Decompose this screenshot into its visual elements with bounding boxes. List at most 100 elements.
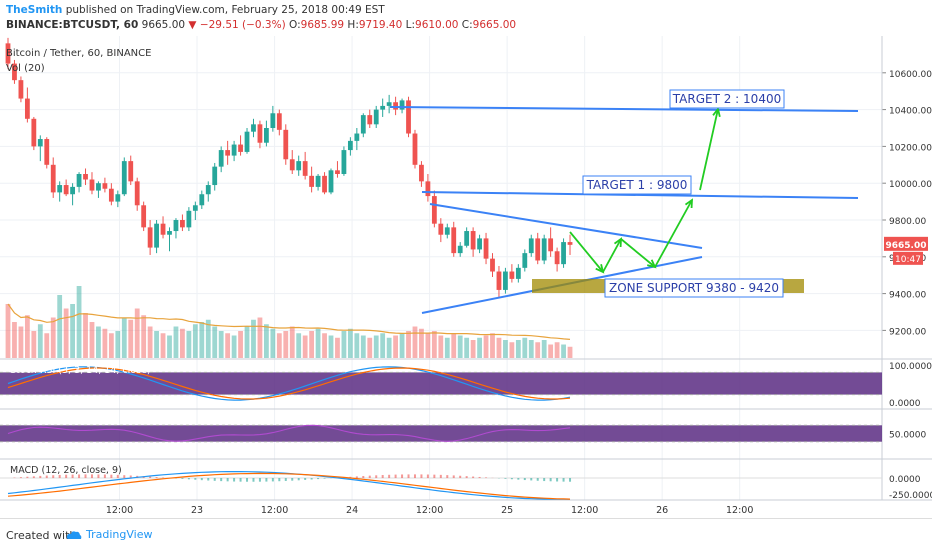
volume-bar [348, 329, 353, 358]
candle-body [186, 211, 191, 228]
author-link[interactable]: TheSmith [6, 4, 62, 16]
macd-histogram-bar [304, 478, 306, 480]
candle-body [445, 227, 450, 234]
y-tick-label: 10000.00 [889, 180, 932, 190]
macd-histogram-bar [388, 475, 390, 478]
rsi-tick-50: 50.0000 [889, 431, 926, 441]
volume-bar [238, 331, 243, 358]
publish-info: published on TradingView.com, February 2… [66, 4, 385, 16]
open-label: O: [289, 19, 301, 31]
volume-bar [38, 324, 43, 358]
candle-body [103, 183, 108, 189]
candle-body [270, 113, 275, 128]
open-value: 9685.99 [301, 19, 344, 31]
candle-body [555, 251, 560, 264]
volume-bar [232, 336, 237, 359]
chart-title: Bitcoin / Tether, 60, BINANCE [6, 48, 151, 59]
candle-body [464, 231, 469, 246]
macd-histogram-bar [356, 476, 358, 478]
volume-bar [367, 338, 372, 358]
volume-bar [128, 320, 133, 358]
candle-body [83, 174, 88, 180]
candle-body [497, 272, 502, 290]
ohlc-line: BINANCE:BTCUSDT, 60 9665.00 ▼ −29.51 (−0… [6, 19, 516, 31]
volume-bar [561, 345, 566, 359]
candle-body [154, 224, 159, 248]
volume-bar [25, 315, 30, 358]
volume-bar [432, 331, 437, 358]
macd-histogram-bar [569, 478, 571, 482]
last-price-tag-label: 9665.00 [886, 241, 927, 251]
macd-histogram-bar [246, 478, 248, 482]
candle-body [309, 176, 314, 187]
y-tick-label: 10400.00 [889, 107, 932, 117]
macd-histogram-bar [433, 475, 435, 478]
candle-body [77, 174, 82, 187]
x-tick-label: 12:00 [726, 505, 753, 516]
volume-bar [12, 322, 17, 358]
volume-bar [225, 333, 230, 358]
macd-histogram-bar [39, 476, 41, 478]
macd-histogram-bar [563, 478, 565, 482]
volume-bar [497, 338, 502, 358]
volume-bar [548, 345, 553, 359]
candle-body [484, 238, 489, 258]
macd-histogram-bar [524, 478, 526, 480]
trading-chart[interactable]: 10600.0010400.0010200.0010000.009800.009… [0, 36, 932, 518]
volume-bar [529, 340, 534, 358]
candle-body [57, 185, 62, 192]
candle-body [283, 130, 288, 159]
volume-bar [264, 324, 269, 358]
symbol-label: BINANCE:BTCUSDT, 60 [6, 19, 138, 31]
macd-histogram-bar [427, 475, 429, 479]
volume-bar [303, 336, 308, 359]
volume-bar [535, 342, 540, 358]
volume-bar [413, 327, 418, 359]
volume-bar [555, 342, 560, 358]
high-label: H: [347, 19, 358, 31]
candle-body [38, 139, 43, 146]
macd-histogram-bar [375, 475, 377, 478]
macd-histogram-bar [272, 478, 274, 481]
rsi-label: RSI (14, close) [10, 415, 78, 426]
volume-bar [90, 322, 95, 358]
candle-body [458, 246, 463, 253]
candle-body [438, 224, 443, 235]
volume-bar [290, 327, 295, 359]
macd-histogram-bar [240, 478, 242, 482]
tradingview-link[interactable]: TradingView [66, 528, 152, 541]
macd-histogram-bar [259, 478, 261, 482]
x-tick-label: 24 [346, 505, 358, 516]
macd-histogram-bar [362, 476, 364, 478]
volume-bar [516, 340, 521, 358]
x-tick-label: 12:00 [416, 505, 443, 516]
macd-histogram-bar [227, 478, 229, 481]
candle-body [141, 205, 146, 227]
x-tick-label: 25 [501, 505, 513, 516]
candle-body [122, 161, 127, 194]
candle-body [503, 272, 508, 290]
candle-body [548, 238, 553, 251]
macd-histogram-bar [440, 475, 442, 478]
volume-bar [322, 333, 327, 358]
volume-bar [64, 309, 69, 359]
macd-histogram-bar [511, 478, 513, 479]
candle-body [161, 224, 166, 235]
macd-histogram-bar [453, 475, 455, 478]
volume-bar [83, 313, 88, 358]
candle-body [316, 176, 321, 187]
macd-tick-neg: -250.0000 [889, 491, 932, 501]
volume-bar [542, 340, 547, 358]
candle-body [529, 238, 534, 253]
volume-bar [57, 295, 62, 358]
volume-bar [212, 327, 217, 359]
candle-body [542, 238, 547, 260]
macd-histogram-bar [317, 478, 319, 479]
candle-body [400, 100, 405, 109]
volume-bar [361, 336, 366, 359]
candle-body [167, 231, 172, 235]
volume-bar [167, 336, 172, 359]
volume-bar [109, 333, 114, 358]
candle-body [413, 134, 418, 165]
macd-histogram-bar [291, 478, 293, 481]
